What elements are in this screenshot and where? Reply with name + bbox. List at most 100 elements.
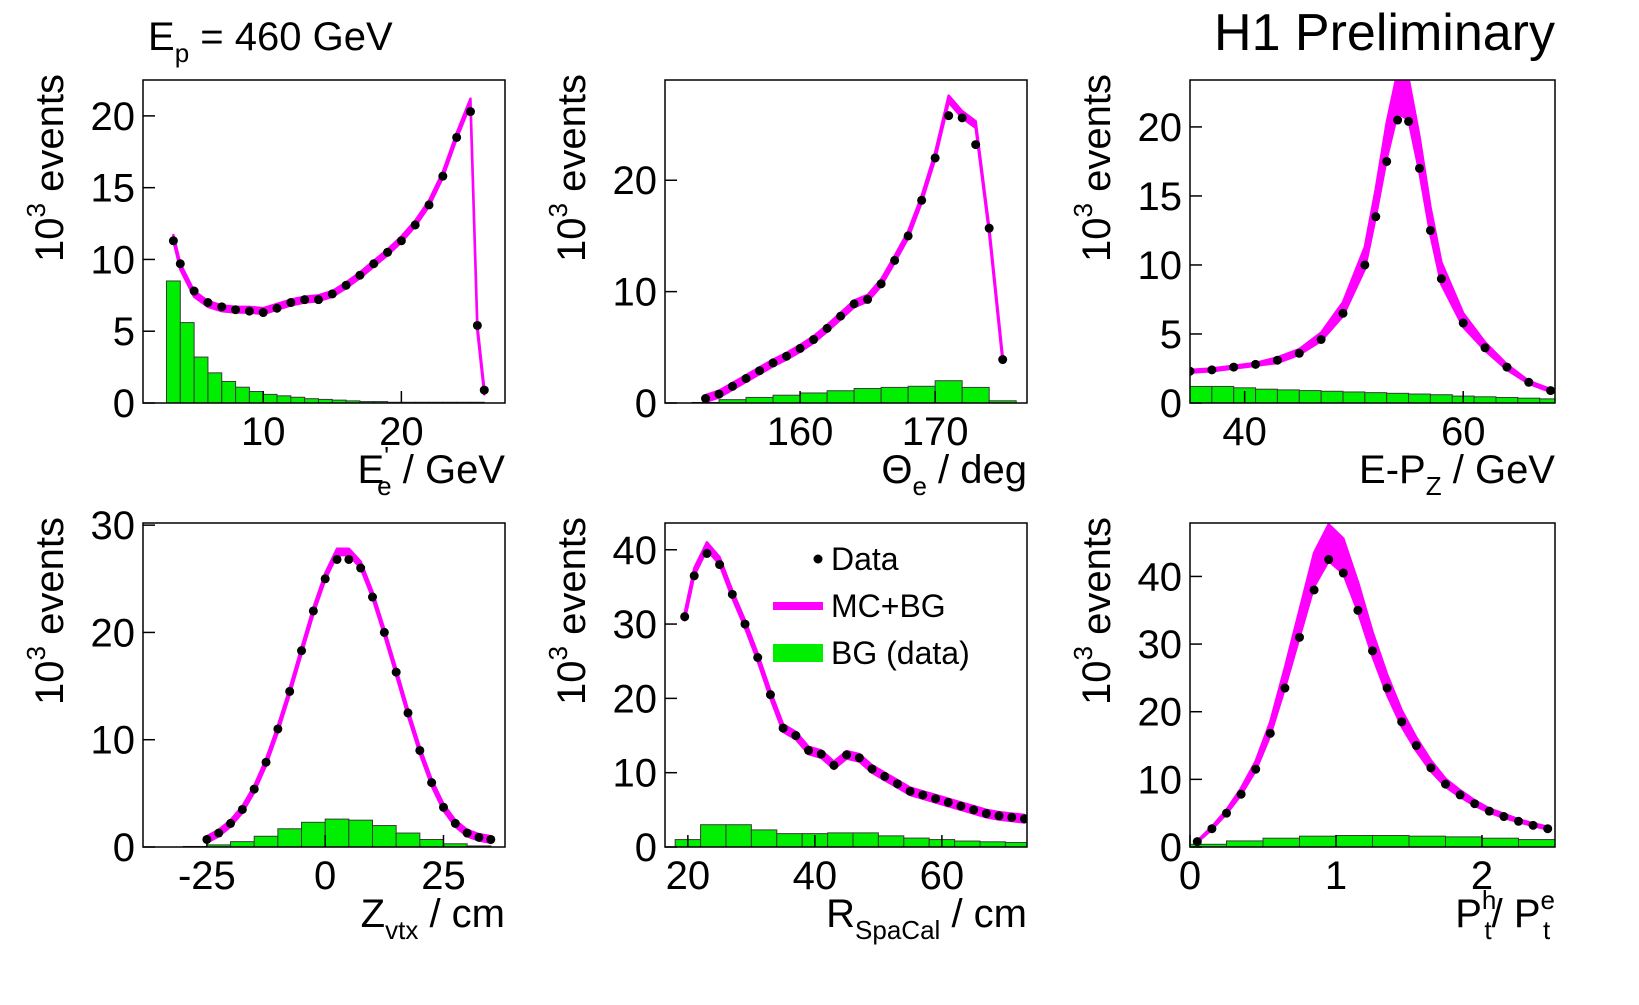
label-part: 10 — [1075, 217, 1119, 262]
data-point — [1414, 163, 1424, 173]
bg-bar — [852, 832, 879, 847]
bg-bar — [1518, 839, 1555, 847]
data-point — [917, 195, 927, 205]
legend-label: MC+BG — [831, 588, 946, 624]
data-point — [300, 295, 310, 305]
data-point — [1272, 355, 1282, 365]
y-tick-label: 10 — [91, 238, 136, 282]
data-point — [226, 818, 236, 828]
bg-bar — [372, 825, 397, 847]
legend-swatch — [813, 554, 823, 564]
label-part: t — [1543, 915, 1551, 945]
bg-bar — [772, 394, 801, 403]
data-point — [452, 132, 462, 142]
bg-bar — [1445, 836, 1483, 847]
bg-bar — [276, 395, 292, 403]
data-point — [465, 107, 475, 117]
bg-bar — [1335, 835, 1373, 847]
data-point — [383, 247, 393, 257]
bg-bar — [745, 396, 774, 403]
label-part: e — [1541, 885, 1555, 915]
x-tick-label: 60 — [920, 854, 965, 898]
label-part: 3 — [1068, 646, 1098, 660]
data-point — [396, 236, 406, 246]
data-point — [1502, 362, 1512, 372]
data-point — [356, 563, 366, 573]
data-point — [1360, 260, 1370, 270]
mc-band — [683, 541, 1026, 824]
data-point — [1316, 335, 1326, 345]
y-tick-label: 0 — [1160, 382, 1182, 426]
bg-bar — [221, 380, 237, 403]
data-point — [462, 828, 472, 838]
data-point — [327, 289, 337, 299]
bg-bar — [979, 841, 1006, 847]
y-tick-label: 5 — [1160, 313, 1182, 357]
bg-bar — [253, 835, 279, 847]
data-point — [876, 279, 886, 289]
x-axis-label: Θe / deg — [881, 448, 1027, 501]
data-point — [1294, 348, 1304, 358]
label-part: R — [826, 892, 855, 936]
data-point — [472, 320, 482, 330]
data-point — [1280, 683, 1290, 693]
bg-bar — [290, 396, 306, 403]
data-point — [854, 753, 864, 763]
data-point — [930, 153, 940, 163]
data-point — [1411, 741, 1421, 751]
mc-band — [1190, 80, 1552, 394]
data-point — [244, 306, 254, 316]
label-part: 3 — [21, 203, 51, 217]
data-point — [1368, 646, 1377, 656]
bg-bar — [1481, 837, 1519, 847]
x-tick-label: -25 — [178, 854, 236, 898]
data-point — [1458, 318, 1468, 328]
data-point — [1229, 362, 1239, 372]
label-part: Z — [1426, 471, 1442, 501]
bg-bar — [1262, 837, 1300, 847]
bg-bar — [230, 841, 255, 847]
label-part: / GeV — [1442, 448, 1556, 492]
mc-band — [172, 97, 486, 396]
data-point — [768, 358, 778, 368]
legend-label: Data — [831, 541, 899, 577]
bg-bar — [324, 818, 350, 847]
label-part: / cm — [940, 892, 1027, 936]
data-point — [1222, 808, 1231, 818]
y-tick-label: 0 — [635, 826, 657, 870]
data-point — [249, 784, 259, 794]
data-point — [355, 270, 365, 280]
y-tick-label: 15 — [1138, 175, 1183, 219]
data-point — [1251, 764, 1261, 774]
label-part: 3 — [543, 203, 573, 217]
data-point — [689, 571, 699, 581]
bg-bar — [1211, 385, 1235, 403]
bg-bar — [165, 280, 181, 403]
mc-band — [704, 94, 1004, 403]
y-tick-label: 0 — [113, 382, 135, 426]
label-part: / P — [1492, 892, 1541, 936]
data-point — [261, 757, 271, 767]
legend-swatch — [773, 644, 823, 662]
data-point — [189, 286, 199, 296]
data-point — [1382, 156, 1392, 166]
bg-bar — [1495, 396, 1519, 403]
y-tick-label: 20 — [613, 677, 658, 721]
label-part: t — [1484, 915, 1492, 945]
label-part: 10 — [28, 217, 72, 262]
data-point — [863, 294, 873, 304]
y-tick-label: 30 — [613, 603, 658, 647]
data-point — [424, 200, 434, 210]
data-point — [971, 140, 981, 150]
y-tick-label: 15 — [91, 167, 136, 211]
y-tick-label: 5 — [113, 310, 135, 354]
label-part: Θ — [881, 448, 912, 492]
x-tick-label: 170 — [902, 410, 969, 454]
label-part: events — [550, 74, 594, 203]
